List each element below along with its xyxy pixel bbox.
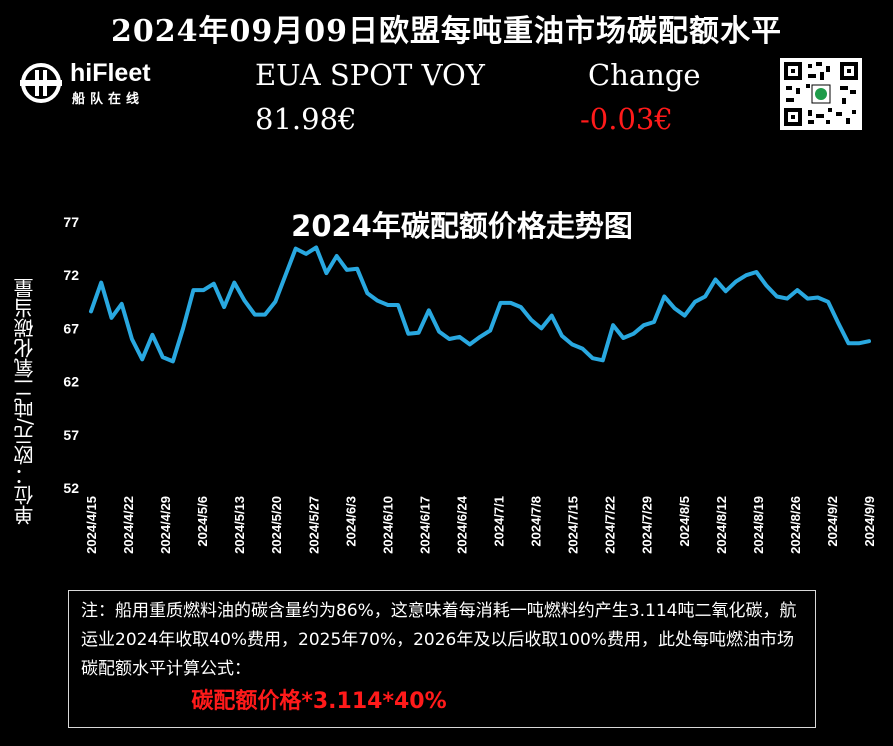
x-axis-ticks: 2024/4/15 2024/4/22 2024/4/29 2024/5/6 2024/… (84, 495, 877, 554)
x-tick-label: 2024/8/12 (714, 496, 729, 554)
x-tick-label: 2024/9/9 (862, 496, 877, 547)
series-line (89, 245, 871, 364)
x-tick-label: 2024/6/3 (343, 496, 358, 547)
hifleet-logo: hiFleet 船队在线 (18, 58, 168, 108)
y-tick-label: 72 (63, 267, 79, 283)
chart-title: 2024年碳配额价格走势图 (291, 209, 633, 243)
page-title: 2024年09月09日欧盟每吨重油市场碳配额水平 (111, 14, 782, 49)
y-tick-label: 62 (63, 374, 79, 390)
x-tick-label: 2024/5/27 (306, 496, 321, 554)
x-tick-label: 2024/8/26 (788, 496, 803, 554)
x-tick-label: 2024/6/17 (417, 496, 432, 554)
x-tick-label: 2024/8/5 (677, 496, 692, 547)
y-tick-label: 57 (63, 427, 79, 443)
x-tick-label: 2024/5/6 (195, 496, 210, 547)
x-tick-label: 2024/5/13 (232, 496, 247, 554)
spot-label: EUA SPOT VOY (255, 58, 485, 92)
x-tick-label: 2024/4/15 (84, 496, 99, 554)
note-text: 注：船用重质燃料油的碳含量约为86%，这意味着每消耗一吨燃料约产生3.114吨二… (81, 601, 797, 679)
y-tick-label: 67 (63, 320, 79, 336)
x-tick-label: 2024/4/29 (158, 496, 173, 554)
change-label: Change (588, 58, 701, 92)
x-tick-label: 2024/7/1 (492, 496, 507, 547)
x-tick-label: 2024/5/20 (269, 496, 284, 554)
logo-subtitle: 船队在线 (72, 92, 145, 107)
spot-value: 81.98€ (255, 102, 357, 136)
logo-name: hiFleet (70, 59, 151, 87)
x-tick-label: 2024/4/22 (121, 496, 136, 554)
x-tick-label: 2024/6/24 (454, 495, 469, 554)
x-tick-label: 2024/8/19 (751, 496, 766, 554)
note-box: 注：船用重质燃料油的碳含量约为86%，这意味着每消耗一吨燃料约产生3.114吨二… (68, 590, 816, 728)
x-tick-label: 2024/7/15 (566, 496, 581, 554)
change-value: -0.03€ (580, 102, 673, 136)
y-tick-label: 77 (63, 214, 79, 230)
y-axis-ticks: 52 57 62 67 72 77 (63, 214, 79, 496)
y-axis-label: 单位：欧元/吨二氧化碳当量 (13, 278, 37, 525)
y-tick-label: 52 (63, 480, 79, 496)
x-tick-label: 2024/9/2 (825, 496, 840, 547)
x-tick-label: 2024/7/8 (529, 496, 544, 547)
globe-icon (20, 63, 62, 103)
formula: 碳配额价格*3.114*40% (191, 689, 447, 714)
x-tick-label: 2024/7/22 (603, 496, 618, 554)
x-tick-label: 2024/6/10 (380, 496, 395, 554)
qr-code-icon (780, 58, 862, 130)
x-tick-label: 2024/7/29 (640, 496, 655, 554)
